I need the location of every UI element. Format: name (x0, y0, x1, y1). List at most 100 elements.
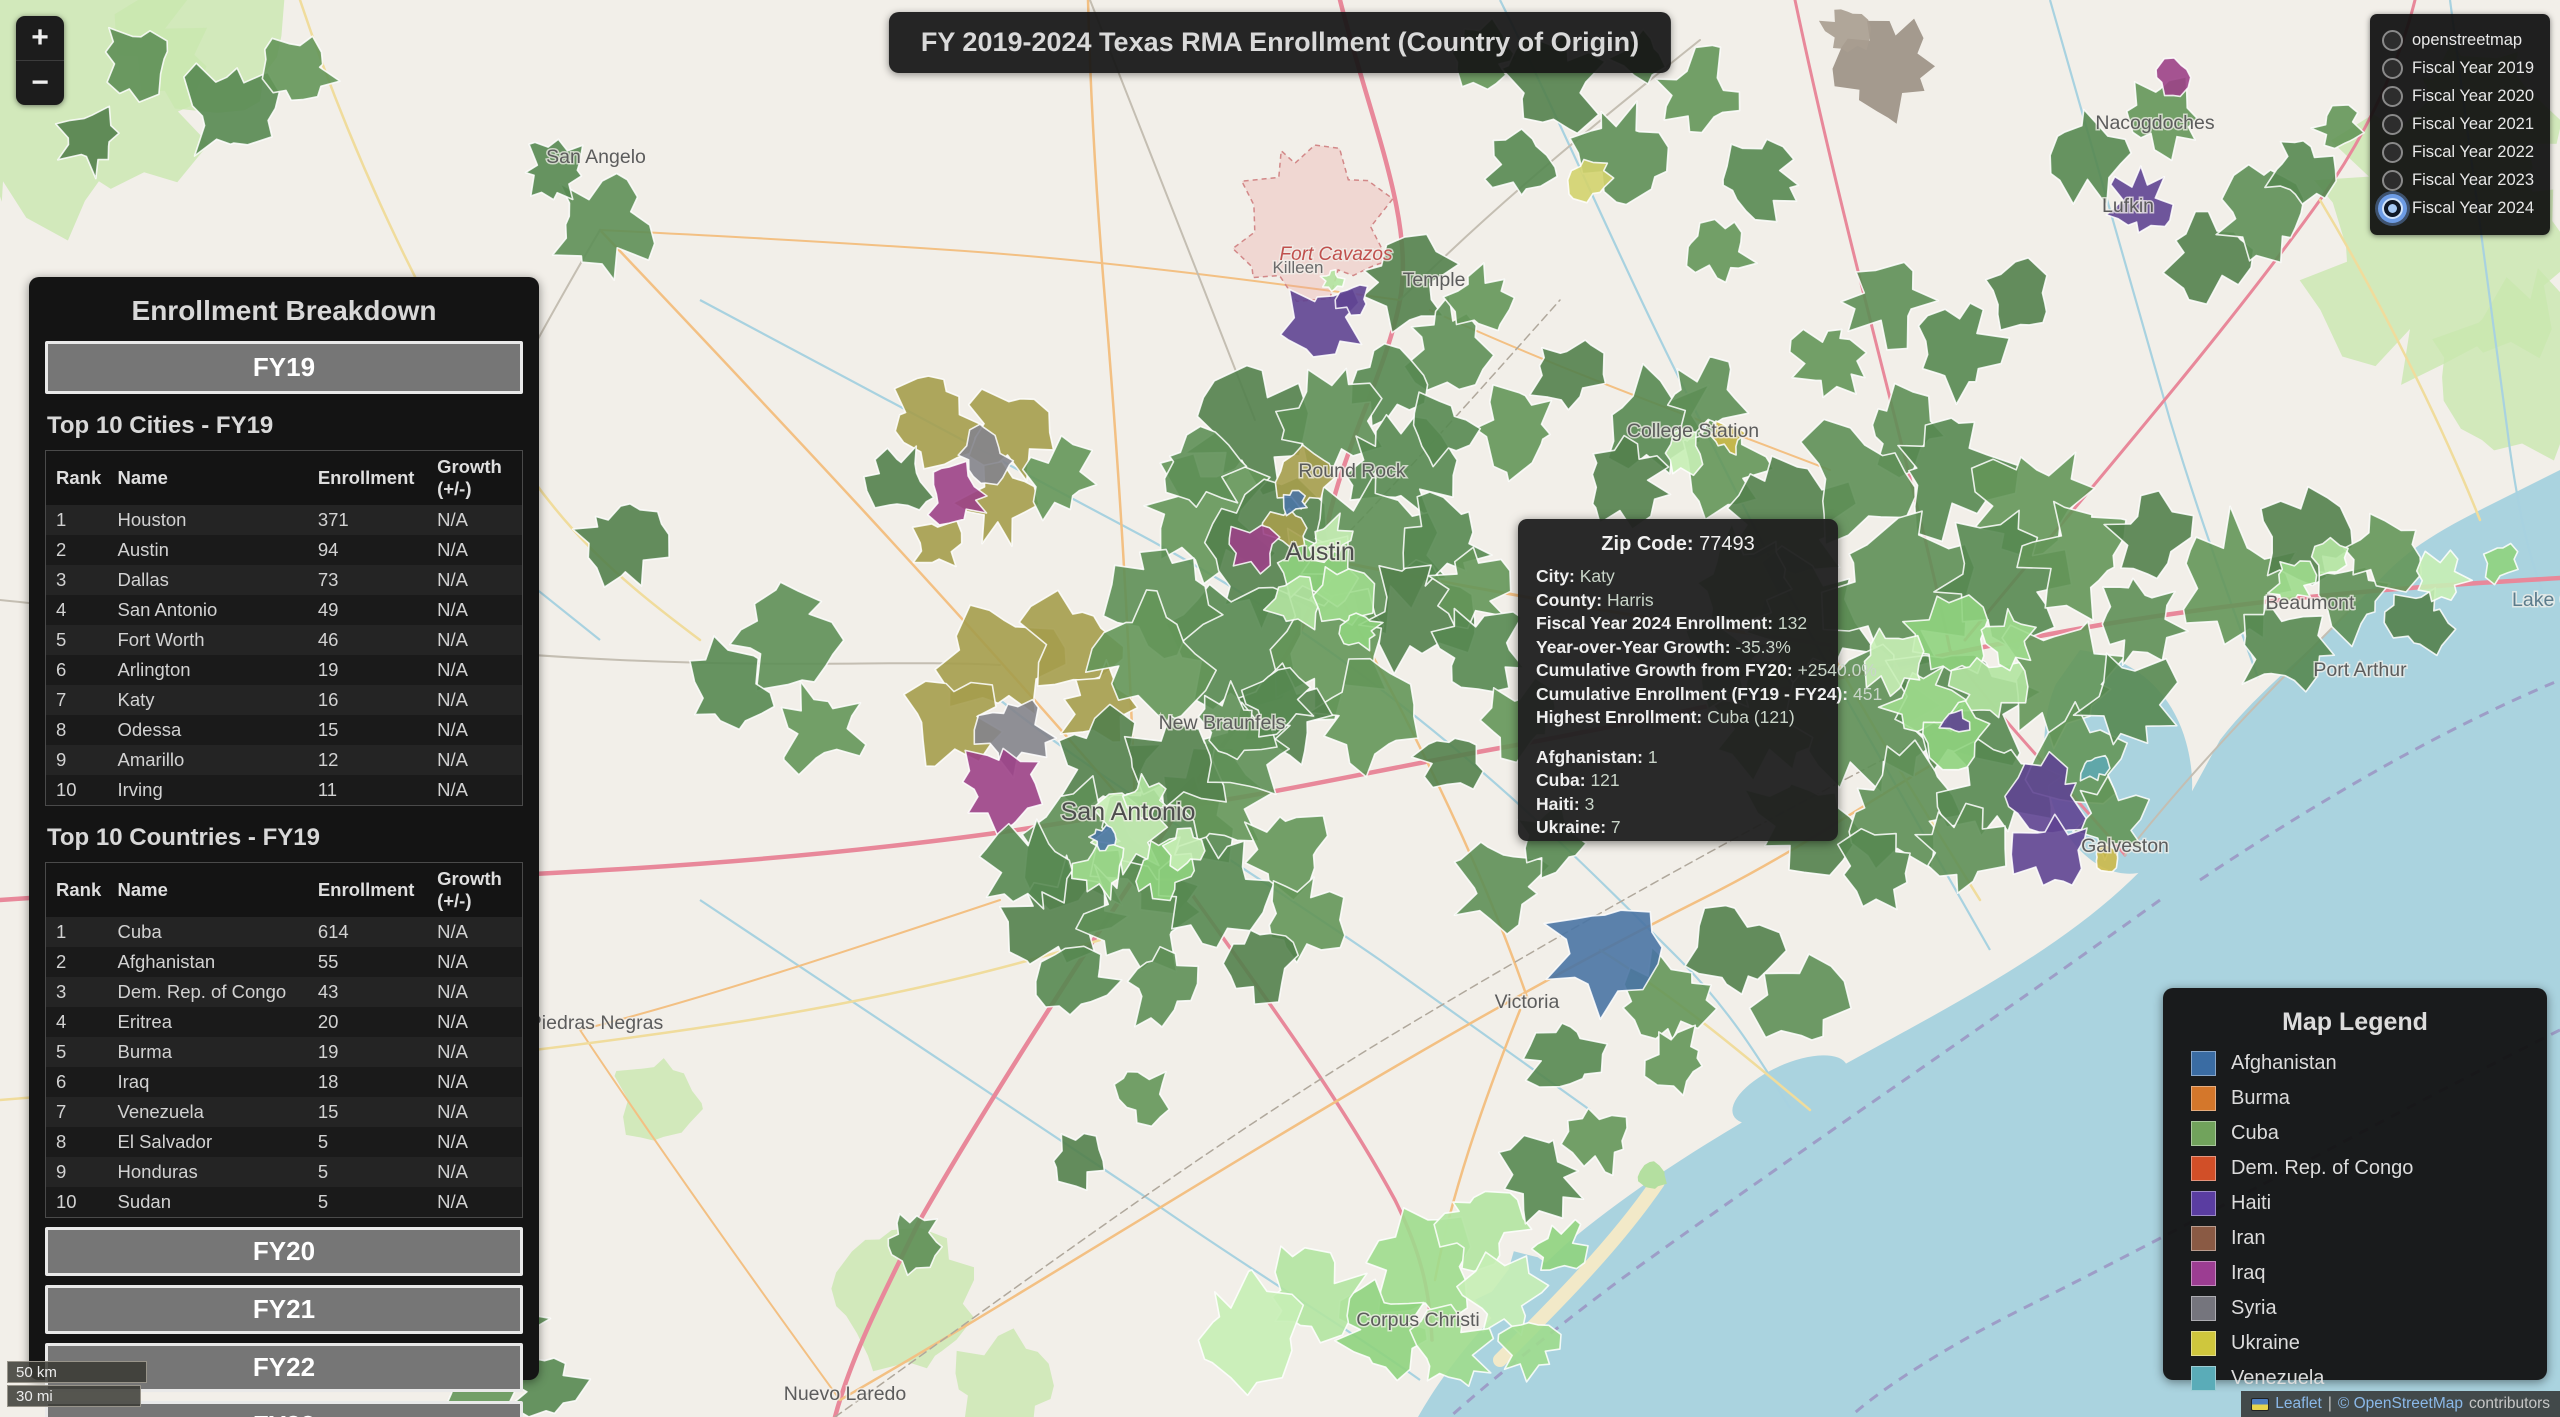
zip-polygon[interactable] (1121, 773, 1169, 819)
zip-polygon[interactable] (1442, 262, 1516, 332)
zip-polygon[interactable] (2101, 577, 2189, 667)
zip-polygon[interactable] (961, 747, 1044, 836)
zip-polygon[interactable] (1789, 328, 1868, 399)
radio-button[interactable] (2382, 114, 2403, 135)
zip-polygon[interactable] (2010, 813, 2088, 887)
zip-polygon[interactable] (104, 26, 169, 103)
zip-polygon[interactable] (1530, 1218, 1589, 1271)
zip-polygon[interactable] (1084, 589, 1217, 723)
zip-polygon[interactable] (1984, 257, 2048, 331)
zip-polygon[interactable] (2317, 566, 2391, 648)
zip-polygon[interactable] (1021, 434, 1098, 522)
zip-polygon[interactable] (1427, 546, 1512, 630)
zip-polygon[interactable] (1126, 945, 1199, 1028)
zip-polygon[interactable] (54, 105, 120, 180)
zip-polygon[interactable] (1722, 138, 1800, 223)
zip-polygon[interactable] (1240, 666, 1315, 738)
zip-polygon[interactable] (1474, 384, 1553, 483)
zip-polygon[interactable] (1560, 1107, 1628, 1177)
layer-option-fiscal-year-2021[interactable]: Fiscal Year 2021 (2382, 114, 2538, 135)
zip-polygon[interactable] (2079, 754, 2111, 782)
zip-polygon[interactable] (911, 519, 963, 568)
zip-polygon[interactable] (1071, 840, 1125, 901)
zip-polygon[interactable] (729, 581, 845, 693)
zip-polygon[interactable] (1453, 841, 1551, 935)
radio-button[interactable] (2382, 86, 2403, 107)
zip-polygon[interactable] (1430, 607, 1525, 693)
zip-polygon[interactable] (1308, 512, 1354, 564)
zip-polygon[interactable] (1035, 945, 1123, 1016)
zip-polygon[interactable] (2241, 600, 2336, 693)
zip-polygon[interactable] (1334, 1278, 1429, 1382)
zip-polygon[interactable] (1483, 128, 1558, 196)
zip-polygon[interactable] (1664, 428, 1704, 477)
layer-option-fiscal-year-2023[interactable]: Fiscal Year 2023 (2382, 170, 2538, 191)
zip-polygon[interactable] (1197, 1269, 1305, 1397)
zip-polygon[interactable] (2310, 104, 2365, 150)
zip-polygon[interactable] (780, 680, 867, 776)
fy23-button[interactable]: FY23 (45, 1401, 523, 1417)
layer-option-fiscal-year-2020[interactable]: Fiscal Year 2020 (2382, 86, 2538, 107)
zip-polygon[interactable] (2004, 750, 2087, 834)
zip-polygon[interactable] (1938, 708, 1971, 733)
zip-polygon[interactable] (973, 698, 1058, 779)
zip-polygon[interactable] (2049, 108, 2132, 207)
fy20-button[interactable]: FY20 (45, 1227, 523, 1276)
zip-polygon[interactable] (1197, 680, 1278, 761)
zip-polygon[interactable] (2155, 57, 2192, 98)
zip-polygon[interactable] (2415, 549, 2473, 603)
zip-polygon[interactable] (1410, 737, 1485, 790)
zip-polygon[interactable] (1362, 233, 1460, 334)
osm-link[interactable]: © OpenStreetMap (2337, 1395, 2464, 1412)
zip-polygon[interactable] (551, 172, 656, 281)
zoom-out-button[interactable]: − (16, 61, 64, 105)
zip-polygon[interactable] (1567, 158, 1615, 204)
zip-polygon[interactable] (1498, 1134, 1585, 1225)
zip-polygon[interactable] (1275, 367, 1384, 472)
zip-polygon[interactable] (571, 503, 670, 588)
zip-polygon[interactable] (1591, 434, 1672, 531)
radio-button[interactable] (2382, 30, 2403, 51)
zip-polygon[interactable] (1433, 1190, 1533, 1273)
zip-polygon[interactable] (1748, 953, 1852, 1041)
zip-polygon[interactable] (1262, 575, 1319, 631)
zip-polygon[interactable] (2482, 542, 2519, 586)
radio-button[interactable] (2382, 142, 2403, 163)
zip-polygon[interactable] (1529, 339, 1607, 411)
fy19-button[interactable]: FY19 (45, 341, 523, 394)
zip-polygon[interactable] (1569, 100, 1670, 206)
zip-polygon[interactable] (1622, 946, 1718, 1041)
zip-polygon[interactable] (887, 1213, 943, 1277)
zip-polygon[interactable] (1319, 268, 1346, 293)
zip-polygon[interactable] (1228, 524, 1281, 575)
zip-polygon[interactable] (1412, 391, 1482, 468)
leaflet-link[interactable]: Leaflet (2275, 1395, 2322, 1412)
zip-polygon[interactable] (2105, 165, 2174, 234)
zip-polygon[interactable] (261, 35, 341, 102)
zip-polygon[interactable] (1643, 1024, 1703, 1097)
zip-polygon[interactable] (2310, 536, 2349, 577)
zip-polygon[interactable] (1543, 909, 1663, 1021)
zip-polygon[interactable] (689, 635, 776, 731)
zip-polygon[interactable] (1684, 904, 1788, 996)
fy21-button[interactable]: FY21 (45, 1285, 523, 1334)
zip-polygon[interactable] (1799, 418, 1916, 546)
zip-polygon[interactable] (1922, 700, 1991, 771)
zip-polygon[interactable] (1282, 489, 1308, 517)
radio-button[interactable] (2382, 170, 2403, 191)
zip-polygon[interactable] (2095, 842, 2119, 873)
zip-polygon[interactable] (1685, 218, 1758, 284)
zip-polygon[interactable] (1338, 612, 1384, 652)
layer-option-fiscal-year-2019[interactable]: Fiscal Year 2019 (2382, 58, 2538, 79)
zip-polygon[interactable] (1708, 420, 1747, 456)
zip-polygon[interactable] (927, 460, 988, 526)
zip-polygon[interactable] (1497, 1321, 1562, 1383)
zip-polygon[interactable] (1113, 1070, 1170, 1128)
layer-option-openstreetmap[interactable]: openstreetmap (2382, 30, 2538, 51)
zip-polygon[interactable] (524, 138, 584, 201)
zip-polygon[interactable] (183, 62, 281, 157)
radio-button[interactable] (2382, 198, 2403, 219)
zip-polygon[interactable] (1163, 425, 1248, 508)
zip-polygon[interactable] (2343, 512, 2422, 593)
zip-polygon[interactable] (2266, 560, 2318, 604)
